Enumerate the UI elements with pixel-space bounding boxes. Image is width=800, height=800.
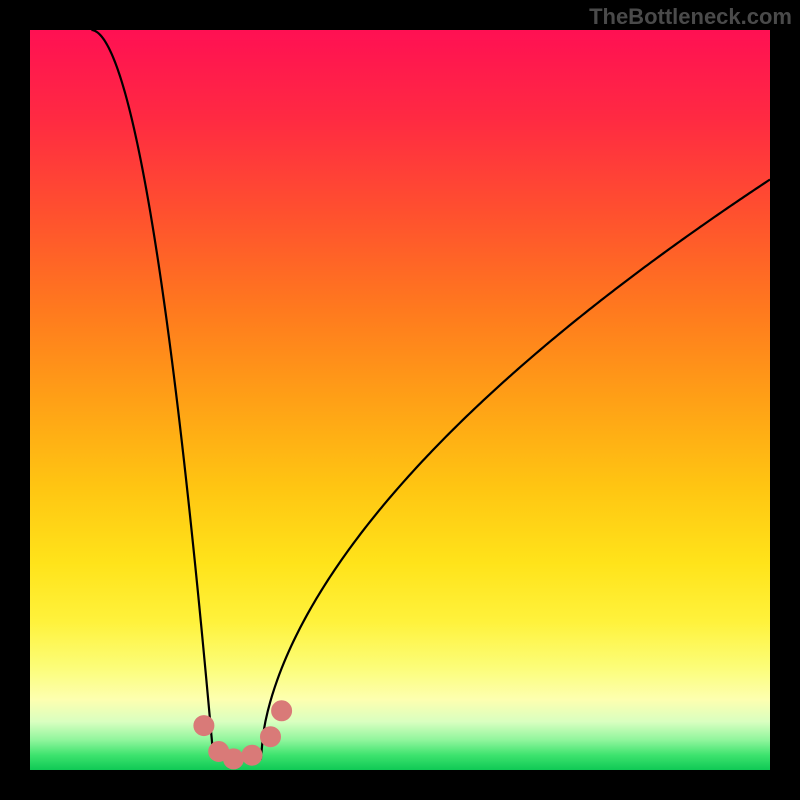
marker-dot xyxy=(224,749,244,769)
plot-area xyxy=(30,30,770,770)
chart-root: TheBottleneck.com xyxy=(0,0,800,800)
watermark-text: TheBottleneck.com xyxy=(589,4,792,30)
marker-dot xyxy=(261,727,281,747)
chart-svg xyxy=(0,0,800,800)
marker-dot xyxy=(272,701,292,721)
marker-dot xyxy=(194,716,214,736)
marker-dot xyxy=(242,745,262,765)
